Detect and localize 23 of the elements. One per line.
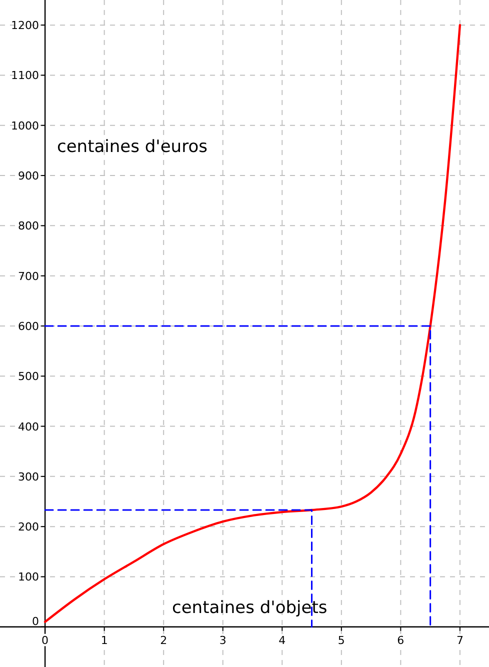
y-tick-label: 500 <box>18 370 40 384</box>
y-tick-label: 0 <box>32 614 40 628</box>
y-tick-label: 100 <box>18 570 40 584</box>
x-tick-label: 7 <box>456 634 464 647</box>
y-tick-label: 1200 <box>11 19 40 32</box>
y-tick-label: 600 <box>18 320 40 333</box>
y-axis-title: centaines d'euros <box>57 137 208 157</box>
y-tick-label: 800 <box>18 220 40 233</box>
y-tick-label: 200 <box>18 520 40 534</box>
x-tick-label: 5 <box>338 634 345 647</box>
y-tick-label: 300 <box>18 470 40 484</box>
y-tick-label: 1100 <box>11 69 40 82</box>
x-tick-label: 3 <box>219 634 226 647</box>
x-tick-label: 4 <box>278 634 286 647</box>
y-tick-label: 400 <box>18 420 40 434</box>
x-tick-label: 2 <box>160 634 168 647</box>
line-series <box>44 24 462 623</box>
x-tick-label: 6 <box>397 634 404 647</box>
y-tick-label: 900 <box>18 170 40 183</box>
x-axis-title: centaines d'objets <box>172 598 328 618</box>
y-tick-label: 700 <box>18 270 40 283</box>
x-tick-label: 1 <box>100 634 108 647</box>
y-tick-label: 1000 <box>11 119 40 132</box>
